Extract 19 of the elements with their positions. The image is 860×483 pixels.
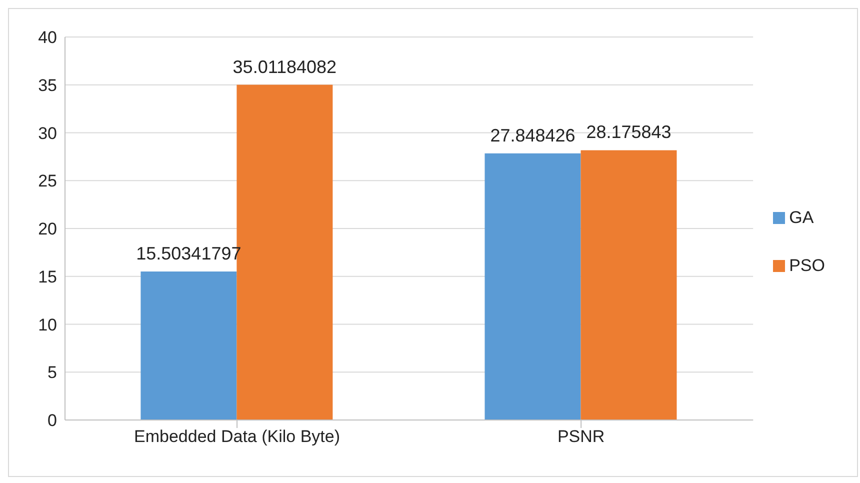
x-tick-label: Embedded Data (Kilo Byte) [134, 427, 340, 446]
data-label: 28.175843 [586, 122, 672, 142]
legend-label: GA [789, 208, 814, 226]
legend-label: PSO [789, 256, 825, 274]
bar [140, 272, 237, 420]
data-label: 35.01184082 [232, 56, 337, 77]
y-tick-label: 35 [38, 76, 57, 95]
y-tick-label: 10 [38, 315, 57, 334]
y-tick-label: 5 [48, 363, 57, 382]
y-tick-label: 30 [38, 124, 57, 143]
data-label: 27.848426 [490, 125, 576, 146]
y-tick-label: 40 [38, 28, 57, 48]
bar [484, 153, 581, 420]
bar [580, 150, 677, 420]
y-tick-label: 25 [38, 172, 57, 191]
y-tick-label: 20 [38, 220, 57, 239]
x-tick-label: PSNR [557, 427, 605, 446]
y-tick-label: 15 [38, 267, 57, 286]
y-tick-label: 0 [48, 411, 57, 430]
